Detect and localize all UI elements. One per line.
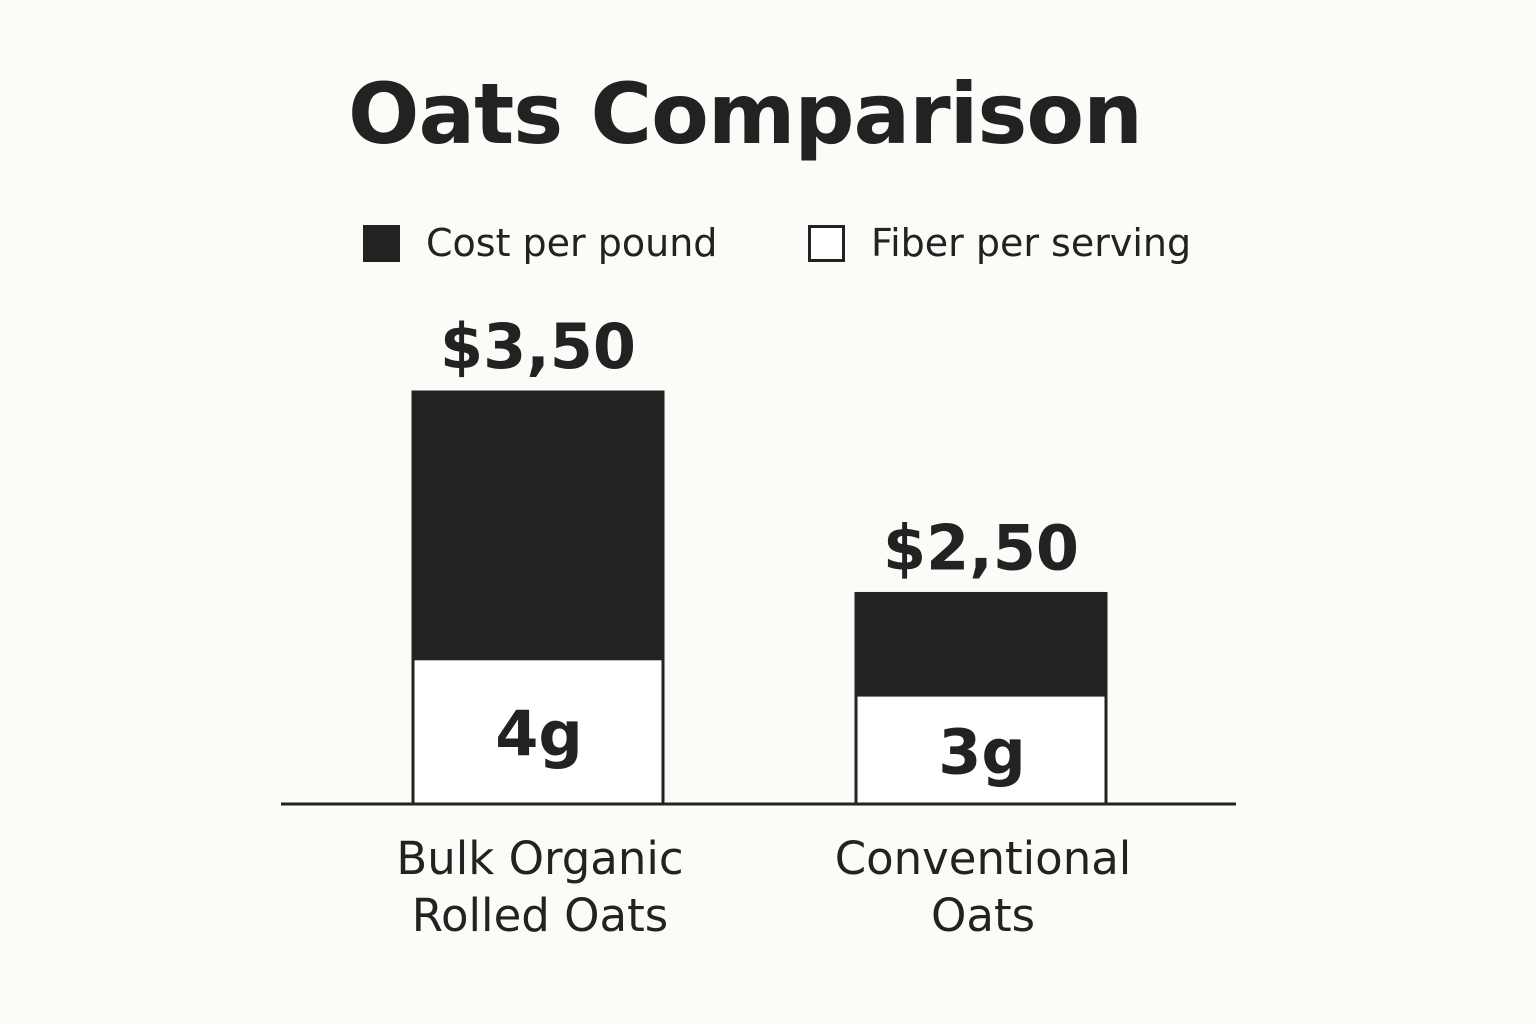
legend-item-cost: Cost per pound	[363, 222, 717, 264]
legend-label-fiber: Fiber per serving	[871, 221, 1192, 265]
bar-cost-1	[411, 390, 665, 661]
chart-title: Oats Comparison	[348, 65, 1143, 163]
x-tick-label-1-line-1: Bulk Organic	[396, 832, 683, 885]
x-tick-label-2-line-2: Oats	[931, 889, 1035, 942]
data-label-fiber-1: 4g	[495, 697, 583, 770]
legend-swatch-hollow-icon	[808, 224, 845, 262]
legend-label-cost: Cost per pound	[426, 221, 718, 265]
data-label-cost-1: $3,50	[440, 310, 636, 383]
bar-cost-2	[854, 591, 1108, 697]
data-label-fiber-2: 3g	[938, 716, 1026, 789]
data-label-cost-2: $2,50	[883, 511, 1079, 584]
x-tick-label-2-line-1: Conventional	[835, 832, 1132, 885]
x-tick-label-1-line-2: Rolled Oats	[412, 889, 668, 942]
legend-item-fiber: Fiber per serving	[808, 222, 1191, 264]
legend-swatch-filled-icon	[363, 224, 400, 262]
